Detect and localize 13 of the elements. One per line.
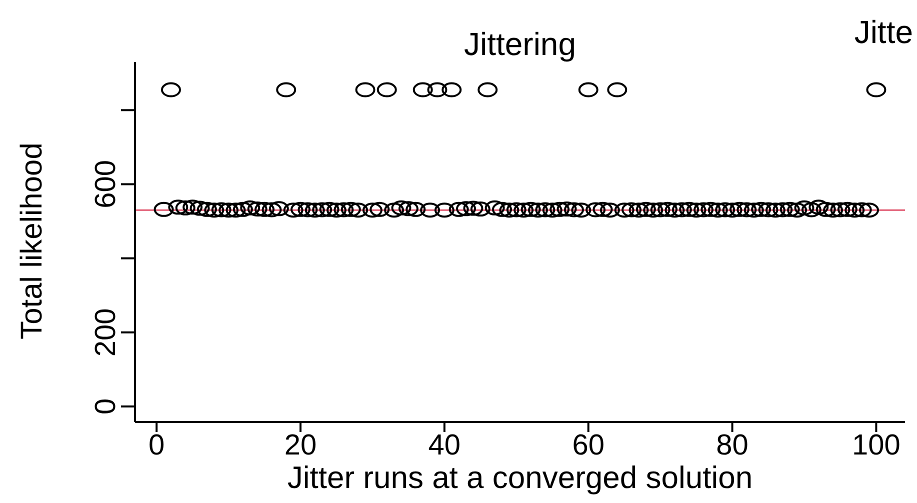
x-tick-label: 60 (572, 430, 604, 462)
x-tick-label: 80 (716, 430, 748, 462)
y-tick-label: 200 (90, 308, 122, 357)
x-tick-label: 20 (284, 430, 317, 462)
x-axis-title: Jitter runs at a converged solution (286, 460, 754, 496)
chart-title: Jittering (464, 26, 576, 62)
y-tick-label: 600 (90, 160, 122, 208)
text: Jitte (854, 14, 913, 51)
x-tick-label: 100 (852, 430, 900, 462)
x-tick-label: 40 (428, 430, 461, 462)
x-tick-label: 0 (148, 430, 165, 462)
y-axis-title: Total likelihood (15, 142, 49, 339)
y-tick-label: 0 (90, 398, 122, 415)
